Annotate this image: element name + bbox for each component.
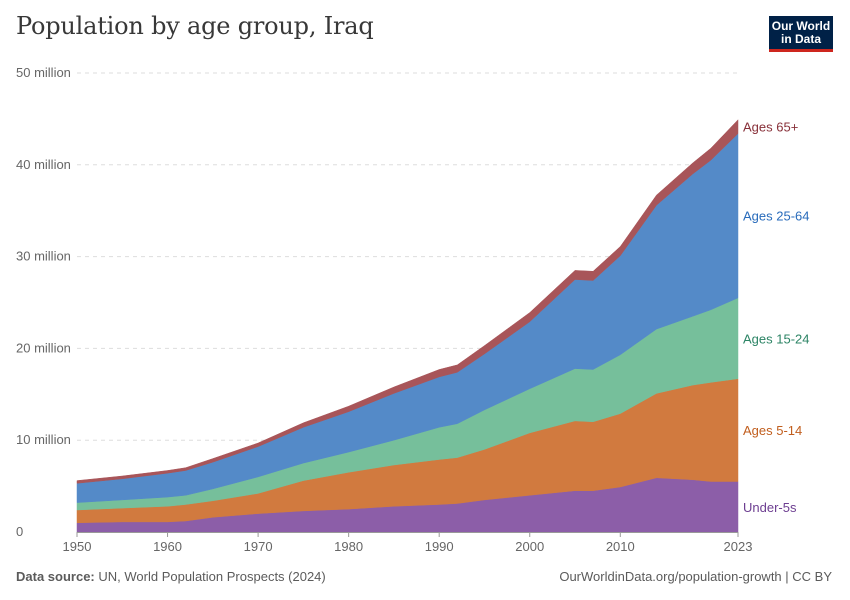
logo-line-2: in Data [780, 32, 821, 46]
series-label-ages-15-24: Ages 15-24 [743, 331, 810, 346]
x-tick-label: 1960 [153, 539, 182, 554]
data-source-label: Data source: [16, 569, 95, 584]
series-label-under-5s: Under-5s [743, 500, 797, 515]
y-tick-label: 40 million [16, 157, 71, 172]
chart-areas [76, 119, 739, 533]
x-axis: 1950 1960 1970 1980 1990 2000 2010 2023 [63, 532, 753, 554]
x-tick-label: 1970 [244, 539, 273, 554]
y-tick-label: 10 million [16, 432, 71, 447]
data-source-text: UN, World Population Prospects (2024) [98, 569, 326, 584]
x-tick-label: 2010 [606, 539, 635, 554]
x-tick-label: 1990 [425, 539, 454, 554]
series-label-ages-65: Ages 65+ [743, 120, 798, 135]
x-tick-label: 1950 [63, 539, 92, 554]
x-tick-label: 2000 [515, 539, 544, 554]
owid-logo[interactable]: Our World in Data [769, 16, 833, 52]
series-label-ages-5-14: Ages 5-14 [743, 423, 802, 438]
x-tick-label: 2023 [724, 539, 753, 554]
y-tick-label: 50 million [16, 65, 71, 80]
y-tick-label: 20 million [16, 340, 71, 355]
series-labels: Under-5s Ages 5-14 Ages 15-24 Ages 25-64 Age… [743, 120, 810, 515]
series-label-ages-25-64: Ages 25-64 [743, 209, 810, 224]
area-ages-65[interactable] [76, 119, 739, 484]
source-url[interactable]: OurWorldinData.org/population-growth | C… [559, 569, 832, 584]
logo-line-1: Our World [771, 19, 831, 33]
x-tick-label: 1980 [334, 539, 363, 554]
y-tick-label: 30 million [16, 249, 71, 264]
data-source: Data source: UN, World Population Prospe… [16, 569, 326, 584]
y-axis: 0 10 million 20 million 30 million 40 millio… [16, 65, 71, 539]
y-tick-label: 0 [16, 524, 23, 539]
chart-title: Population by age group, Iraq [16, 12, 374, 40]
